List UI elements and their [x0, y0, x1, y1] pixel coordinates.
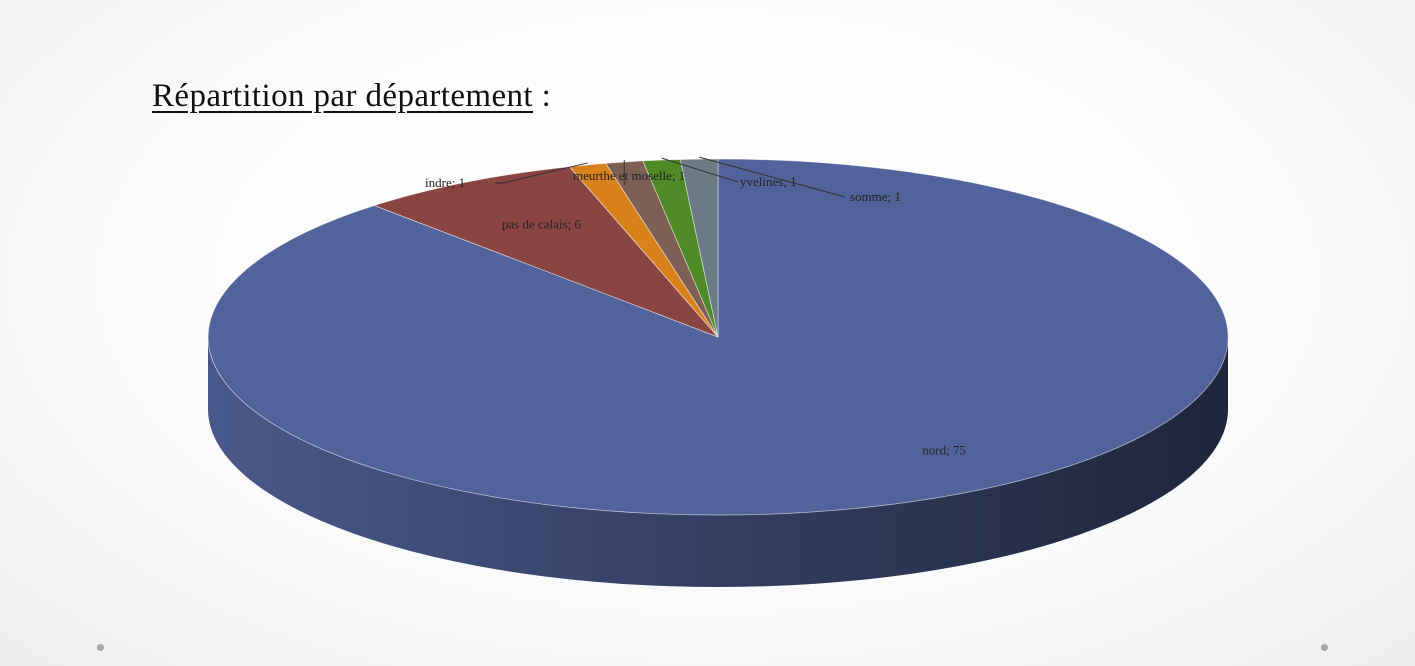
data-label-yvelines: yvelines; 1 — [740, 174, 797, 189]
leader-line-somme — [699, 156, 846, 198]
pie-side-shade — [208, 337, 1228, 587]
chart-title: Répartition par département : — [152, 78, 551, 115]
data-label-meurthe-et-moselle: meurthe et moselle; 1 — [573, 168, 685, 183]
chart-title-text: Répartition par département — [152, 78, 533, 114]
data-label-pas-de-calais: pas de calais; 6 — [502, 217, 582, 232]
data-label-nord: nord; 75 — [922, 443, 966, 458]
slide-dot-left — [97, 644, 104, 651]
pie-slice-somme — [679, 158, 719, 338]
pie-slice-pas-de-calais — [373, 166, 719, 338]
slide-dot-right — [1321, 644, 1328, 651]
leader-line-yvelines — [661, 157, 739, 183]
leader-line-indre — [495, 162, 588, 184]
data-label-indre: indre; 1 — [425, 175, 465, 190]
data-label-somme: somme; 1 — [850, 189, 901, 204]
chart-title-suffix: : — [533, 78, 552, 114]
